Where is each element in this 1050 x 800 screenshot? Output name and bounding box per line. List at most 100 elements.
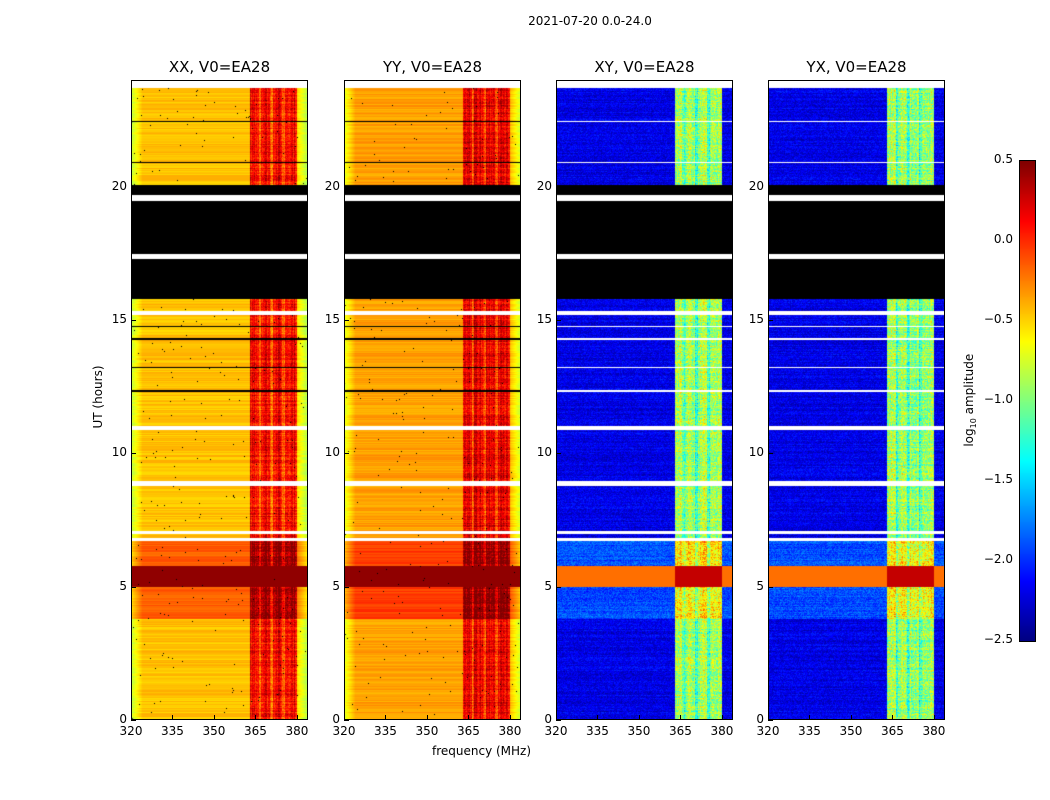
x-tick-label: 350 [839, 724, 863, 738]
x-tick-label: 365 [881, 724, 904, 738]
panel-title: XX, V0=EA28 [168, 58, 271, 76]
y-tick-mark [344, 720, 349, 721]
y-tick-mark [556, 586, 561, 588]
colorbar-tick-label: −1.0 [983, 392, 1013, 406]
y-tick-mark [768, 586, 773, 588]
y-tick-label: 0 [119, 712, 127, 726]
y-tick-mark [768, 720, 773, 721]
x-tick-mark [638, 715, 640, 720]
colorbar-tick-label: −1.5 [983, 472, 1013, 486]
y-tick-label: 0 [544, 712, 552, 726]
x-tick-label: 350 [415, 724, 439, 738]
y-tick-mark [768, 453, 773, 455]
figure-title: 2021-07-20 0.0-24.0 [528, 14, 652, 28]
x-tick-label: 320 [756, 724, 780, 738]
y-tick-label: 15 [111, 312, 127, 326]
heatmap [344, 80, 521, 720]
colorbar-tick-label: 0.0 [993, 232, 1013, 246]
y-tick-mark [131, 186, 136, 188]
y-tick-mark [131, 720, 136, 721]
y-tick-label: 0 [332, 712, 340, 726]
plot-frame [344, 80, 521, 720]
panel-title: YY, V0=EA28 [382, 58, 483, 76]
x-tick-label: 320 [544, 724, 568, 738]
y-tick-label: 5 [544, 578, 552, 593]
x-tick-label: 335 [161, 724, 184, 738]
x-tick-label: 365 [669, 724, 692, 738]
y-tick-mark [344, 320, 349, 321]
y-tick-mark [131, 453, 136, 455]
x-tick-mark [850, 715, 852, 720]
x-tick-mark [556, 715, 557, 720]
x-tick-mark [721, 715, 723, 720]
panel-2: XY, V0=EA28 320 335 350 365 380 0 5 10 15 20 [537, 58, 734, 738]
panel-title: XY, V0=EA28 [594, 58, 695, 76]
y-tick-label: 20 [536, 178, 552, 193]
x-tick-label: 350 [202, 724, 226, 738]
colorbar [1019, 160, 1036, 642]
colorbar-tick-label: −0.5 [983, 312, 1013, 326]
x-tick-label: 380 [498, 724, 522, 738]
y-tick-label: 5 [119, 578, 127, 593]
heatmap [131, 80, 308, 720]
y-tick-mark [344, 186, 349, 188]
x-tick-label: 365 [457, 724, 480, 738]
x-tick-mark [172, 715, 174, 720]
panel-3: YX, V0=EA28 320 335 350 365 380 0 5 10 15 20 [749, 58, 946, 738]
plot-frame [556, 80, 733, 720]
heatmap [556, 80, 733, 720]
panel-1: YY, V0=EA28 320 335 350 365 380 0 5 10 15 20 [325, 58, 522, 738]
x-axis-label: frequency (MHz) [432, 744, 532, 758]
panel-0: XX, V0=EA28 320 335 350 365 380 0 5 10 15 20 [112, 58, 309, 738]
x-tick-mark [131, 715, 132, 720]
x-tick-label: 320 [332, 724, 356, 738]
x-tick-label: 365 [244, 724, 267, 738]
colorbar-tick-label: 0.5 [993, 152, 1013, 166]
x-tick-mark [892, 715, 894, 720]
y-tick-label: 10 [536, 445, 552, 460]
y-tick-mark [556, 186, 561, 188]
y-tick-label: 15 [536, 312, 552, 326]
plot-frame [131, 80, 308, 720]
y-tick-mark [556, 320, 561, 321]
y-tick-label: 10 [111, 445, 127, 460]
x-tick-label: 335 [586, 724, 609, 738]
x-tick-mark [809, 715, 811, 720]
x-tick-mark [768, 715, 769, 720]
y-tick-label: 10 [324, 445, 340, 460]
x-tick-mark [255, 715, 257, 720]
y-tick-mark [131, 320, 136, 321]
x-tick-label: 335 [798, 724, 821, 738]
y-tick-label: 15 [748, 312, 764, 326]
x-tick-mark [296, 715, 298, 720]
colorbar-label: log10 amplitude [961, 353, 979, 447]
x-tick-mark [933, 715, 935, 720]
y-tick-label: 20 [748, 178, 764, 193]
x-tick-mark [426, 715, 428, 720]
x-tick-mark [509, 715, 511, 720]
y-tick-label: 5 [332, 578, 340, 593]
x-tick-mark [344, 715, 345, 720]
y-tick-mark [131, 586, 136, 588]
y-tick-label: 5 [756, 578, 764, 593]
x-tick-label: 335 [374, 724, 397, 738]
y-tick-mark [556, 453, 561, 455]
y-tick-label: 0 [756, 712, 764, 726]
x-tick-label: 380 [710, 724, 734, 738]
x-tick-mark [468, 715, 470, 720]
y-tick-label: 15 [324, 312, 340, 326]
y-tick-mark [768, 186, 773, 188]
colorbar-tick-label: −2.0 [983, 552, 1013, 566]
x-tick-label: 380 [922, 724, 946, 738]
panel-title: YX, V0=EA28 [806, 58, 907, 76]
y-tick-label: 20 [324, 178, 340, 193]
y-tick-label: 20 [111, 178, 127, 193]
y-tick-label: 10 [748, 445, 764, 460]
y-tick-mark [344, 453, 349, 455]
y-tick-mark [556, 720, 561, 721]
x-tick-mark [385, 715, 387, 720]
x-tick-mark [213, 715, 215, 720]
heatmap [768, 80, 945, 720]
x-tick-label: 350 [627, 724, 651, 738]
